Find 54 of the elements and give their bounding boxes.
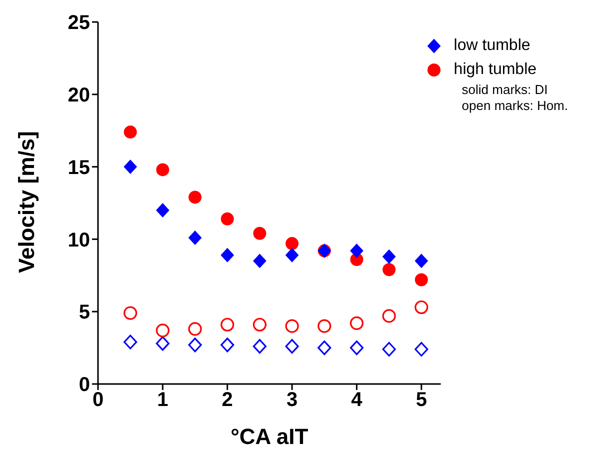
point [188,322,202,336]
point [414,273,428,286]
y-tick-label: 5 [78,302,90,324]
point [156,324,170,338]
point [414,254,428,268]
point [286,248,299,262]
point [220,338,234,352]
y-tick-label: 25 [68,12,90,34]
x-tick-label: 1 [157,389,168,412]
point [318,340,332,356]
point [220,318,234,332]
point [350,340,364,356]
point [285,319,299,333]
point [382,342,396,357]
y-tick-label: 0 [78,374,90,396]
point [382,309,396,323]
point [188,190,202,204]
x-tick-label: 3 [286,389,298,412]
point [253,226,266,240]
point [414,300,428,314]
x-tick-label: 4 [351,389,364,412]
x-tick-label: 2 [222,389,233,412]
point [285,339,299,354]
point [382,263,396,276]
point [286,237,299,250]
point [382,250,396,264]
point [350,316,364,330]
y-tick-label: 10 [68,229,90,252]
point [220,248,234,262]
x-axis-title: °CA aIT [230,424,309,449]
point [124,160,137,174]
point [188,230,202,245]
point [156,163,170,176]
text: open marks: Hom. [462,98,568,114]
y-tick-label: 20 [68,84,90,106]
point [252,339,266,354]
point [124,306,138,320]
point [253,254,266,268]
text: solid marks: DI [462,82,549,98]
legend-label: low tumble [454,36,530,56]
point [124,126,137,139]
point [318,319,332,333]
y-tick-label: 15 [68,156,90,179]
point [220,212,234,226]
y-axis-title: Velocity [m/s] [14,131,39,273]
point [414,342,428,357]
point [252,318,266,332]
point [124,334,138,350]
point [350,244,364,258]
x-tick-label: 5 [416,389,427,412]
point [188,338,202,352]
legend-label: high tumble [454,60,537,80]
point [156,203,170,218]
point [156,336,170,351]
